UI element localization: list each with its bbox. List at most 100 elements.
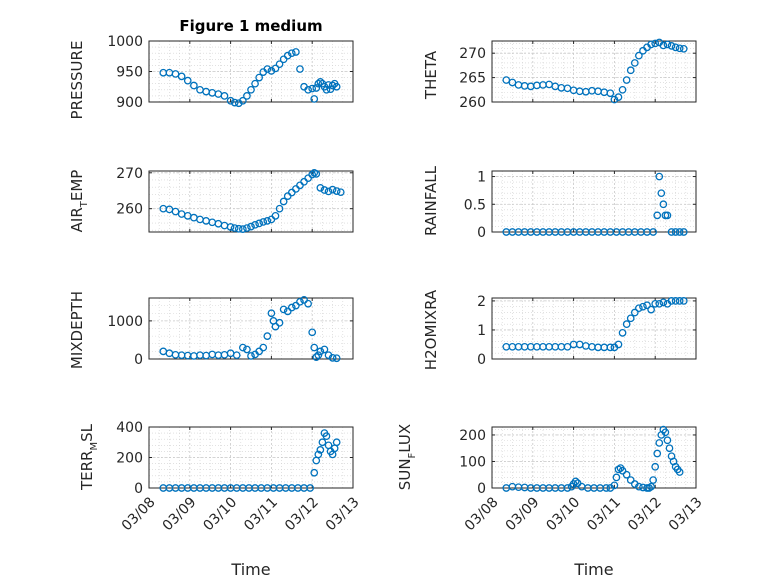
- data-point: [653, 211, 662, 220]
- data-point: [247, 85, 255, 94]
- data-point: [259, 218, 268, 226]
- data-point: [243, 92, 251, 100]
- data-point: [635, 304, 643, 313]
- x-tick-label: 03/12: [625, 494, 665, 534]
- x-tick-label: 03/10: [543, 494, 583, 534]
- data-point: [655, 299, 664, 308]
- data-point: [675, 44, 684, 53]
- data-point: [659, 298, 668, 307]
- y-tick-label: 1000: [107, 314, 143, 330]
- data-point: [263, 332, 272, 340]
- data-point: [314, 351, 323, 360]
- data-point: [308, 328, 317, 337]
- data-point: [602, 484, 611, 492]
- data-point: [279, 305, 288, 314]
- data-point: [275, 60, 284, 69]
- y-tick-label: 0: [477, 225, 486, 241]
- data-point: [296, 65, 304, 73]
- data-point: [651, 299, 660, 308]
- y-tick-label: 260: [116, 202, 143, 218]
- data-point: [271, 64, 280, 73]
- data-point: [622, 470, 631, 479]
- data-point: [663, 40, 672, 49]
- data-point: [663, 211, 672, 220]
- y-tick-label: 270: [116, 166, 143, 182]
- data-point: [238, 96, 247, 105]
- y-tick-label: 265: [459, 71, 486, 87]
- data-point: [626, 66, 635, 75]
- data-point: [238, 225, 247, 233]
- sun-flux-panel: SUNFLUX Time 0 100 200 03/08 03/09 03/10 03/11…: [396, 424, 706, 579]
- data-point: [306, 484, 315, 492]
- data-point: [655, 172, 664, 181]
- y-axis-label-h2omixra: H2OMIXRA: [422, 289, 440, 370]
- data-point: [232, 351, 241, 360]
- y-tick-label: 1: [477, 170, 486, 186]
- data-point: [308, 170, 317, 179]
- data-point: [332, 438, 341, 447]
- x-axis-label-left: Time: [230, 560, 270, 579]
- data-point: [183, 76, 192, 85]
- data-point: [312, 170, 321, 178]
- data-point: [255, 219, 264, 228]
- y-axis-label-rainfall: RAINFALL: [422, 165, 440, 236]
- data-point: [226, 223, 235, 231]
- data-point: [308, 84, 317, 93]
- data-point: [606, 343, 615, 352]
- data-point: [275, 318, 284, 327]
- pressure-panel: Figure 1 medium PRESSURE 900 950 1000: [68, 17, 354, 119]
- data-point: [667, 228, 676, 236]
- data-point: [263, 65, 272, 73]
- data-point: [612, 473, 621, 482]
- data-point: [661, 428, 670, 437]
- data-point: [296, 297, 304, 306]
- y-tick-label: 0: [477, 481, 486, 497]
- data-point: [314, 450, 323, 459]
- y-tick-label: 2: [477, 294, 486, 310]
- data-point: [647, 40, 655, 49]
- data-point: [322, 432, 331, 440]
- figure-title: Figure 1 medium: [179, 17, 322, 35]
- data-point: [267, 67, 276, 75]
- data-point: [304, 85, 312, 94]
- y-tick-label: 0: [134, 481, 143, 497]
- data-point: [610, 481, 619, 490]
- h2omixra-panel: H2OMIXRA 0 1 2: [422, 289, 697, 370]
- data-point: [635, 51, 643, 60]
- data-point: [238, 343, 247, 352]
- data-point: [679, 44, 688, 53]
- data-point: [316, 347, 325, 356]
- y-tick-label: 400: [116, 420, 143, 436]
- y-tick-label: 200: [459, 428, 486, 444]
- data-point: [234, 224, 243, 233]
- data-point: [622, 320, 631, 328]
- data-point: [606, 89, 615, 98]
- data-point: [316, 78, 325, 86]
- data-point: [271, 212, 280, 220]
- y-tick-label: 270: [459, 46, 486, 62]
- data-point: [614, 340, 623, 349]
- data-point: [283, 51, 292, 60]
- y-tick-label: 100: [459, 454, 486, 470]
- y-tick-label: 1000: [107, 34, 143, 50]
- data-point: [292, 48, 300, 56]
- data-point: [251, 220, 259, 229]
- data-point: [292, 301, 300, 310]
- data-point: [622, 76, 631, 84]
- data-point: [283, 307, 292, 316]
- x-tick-label: 03/11: [584, 494, 624, 534]
- y-axis-label-sun-flux: SUNFLUX: [396, 424, 418, 490]
- data-point: [190, 81, 198, 90]
- data-point: [304, 299, 312, 308]
- data-point: [267, 309, 276, 318]
- data-point: [255, 73, 264, 82]
- data-point: [287, 303, 296, 312]
- x-tick-label: 03/08: [462, 494, 502, 534]
- data-point: [310, 95, 319, 103]
- air-temp-panel: AIRTEMP 260 270: [68, 166, 354, 233]
- axes-box: [491, 170, 697, 233]
- data-point: [263, 217, 272, 225]
- data-point: [659, 41, 668, 50]
- data-point: [671, 43, 680, 52]
